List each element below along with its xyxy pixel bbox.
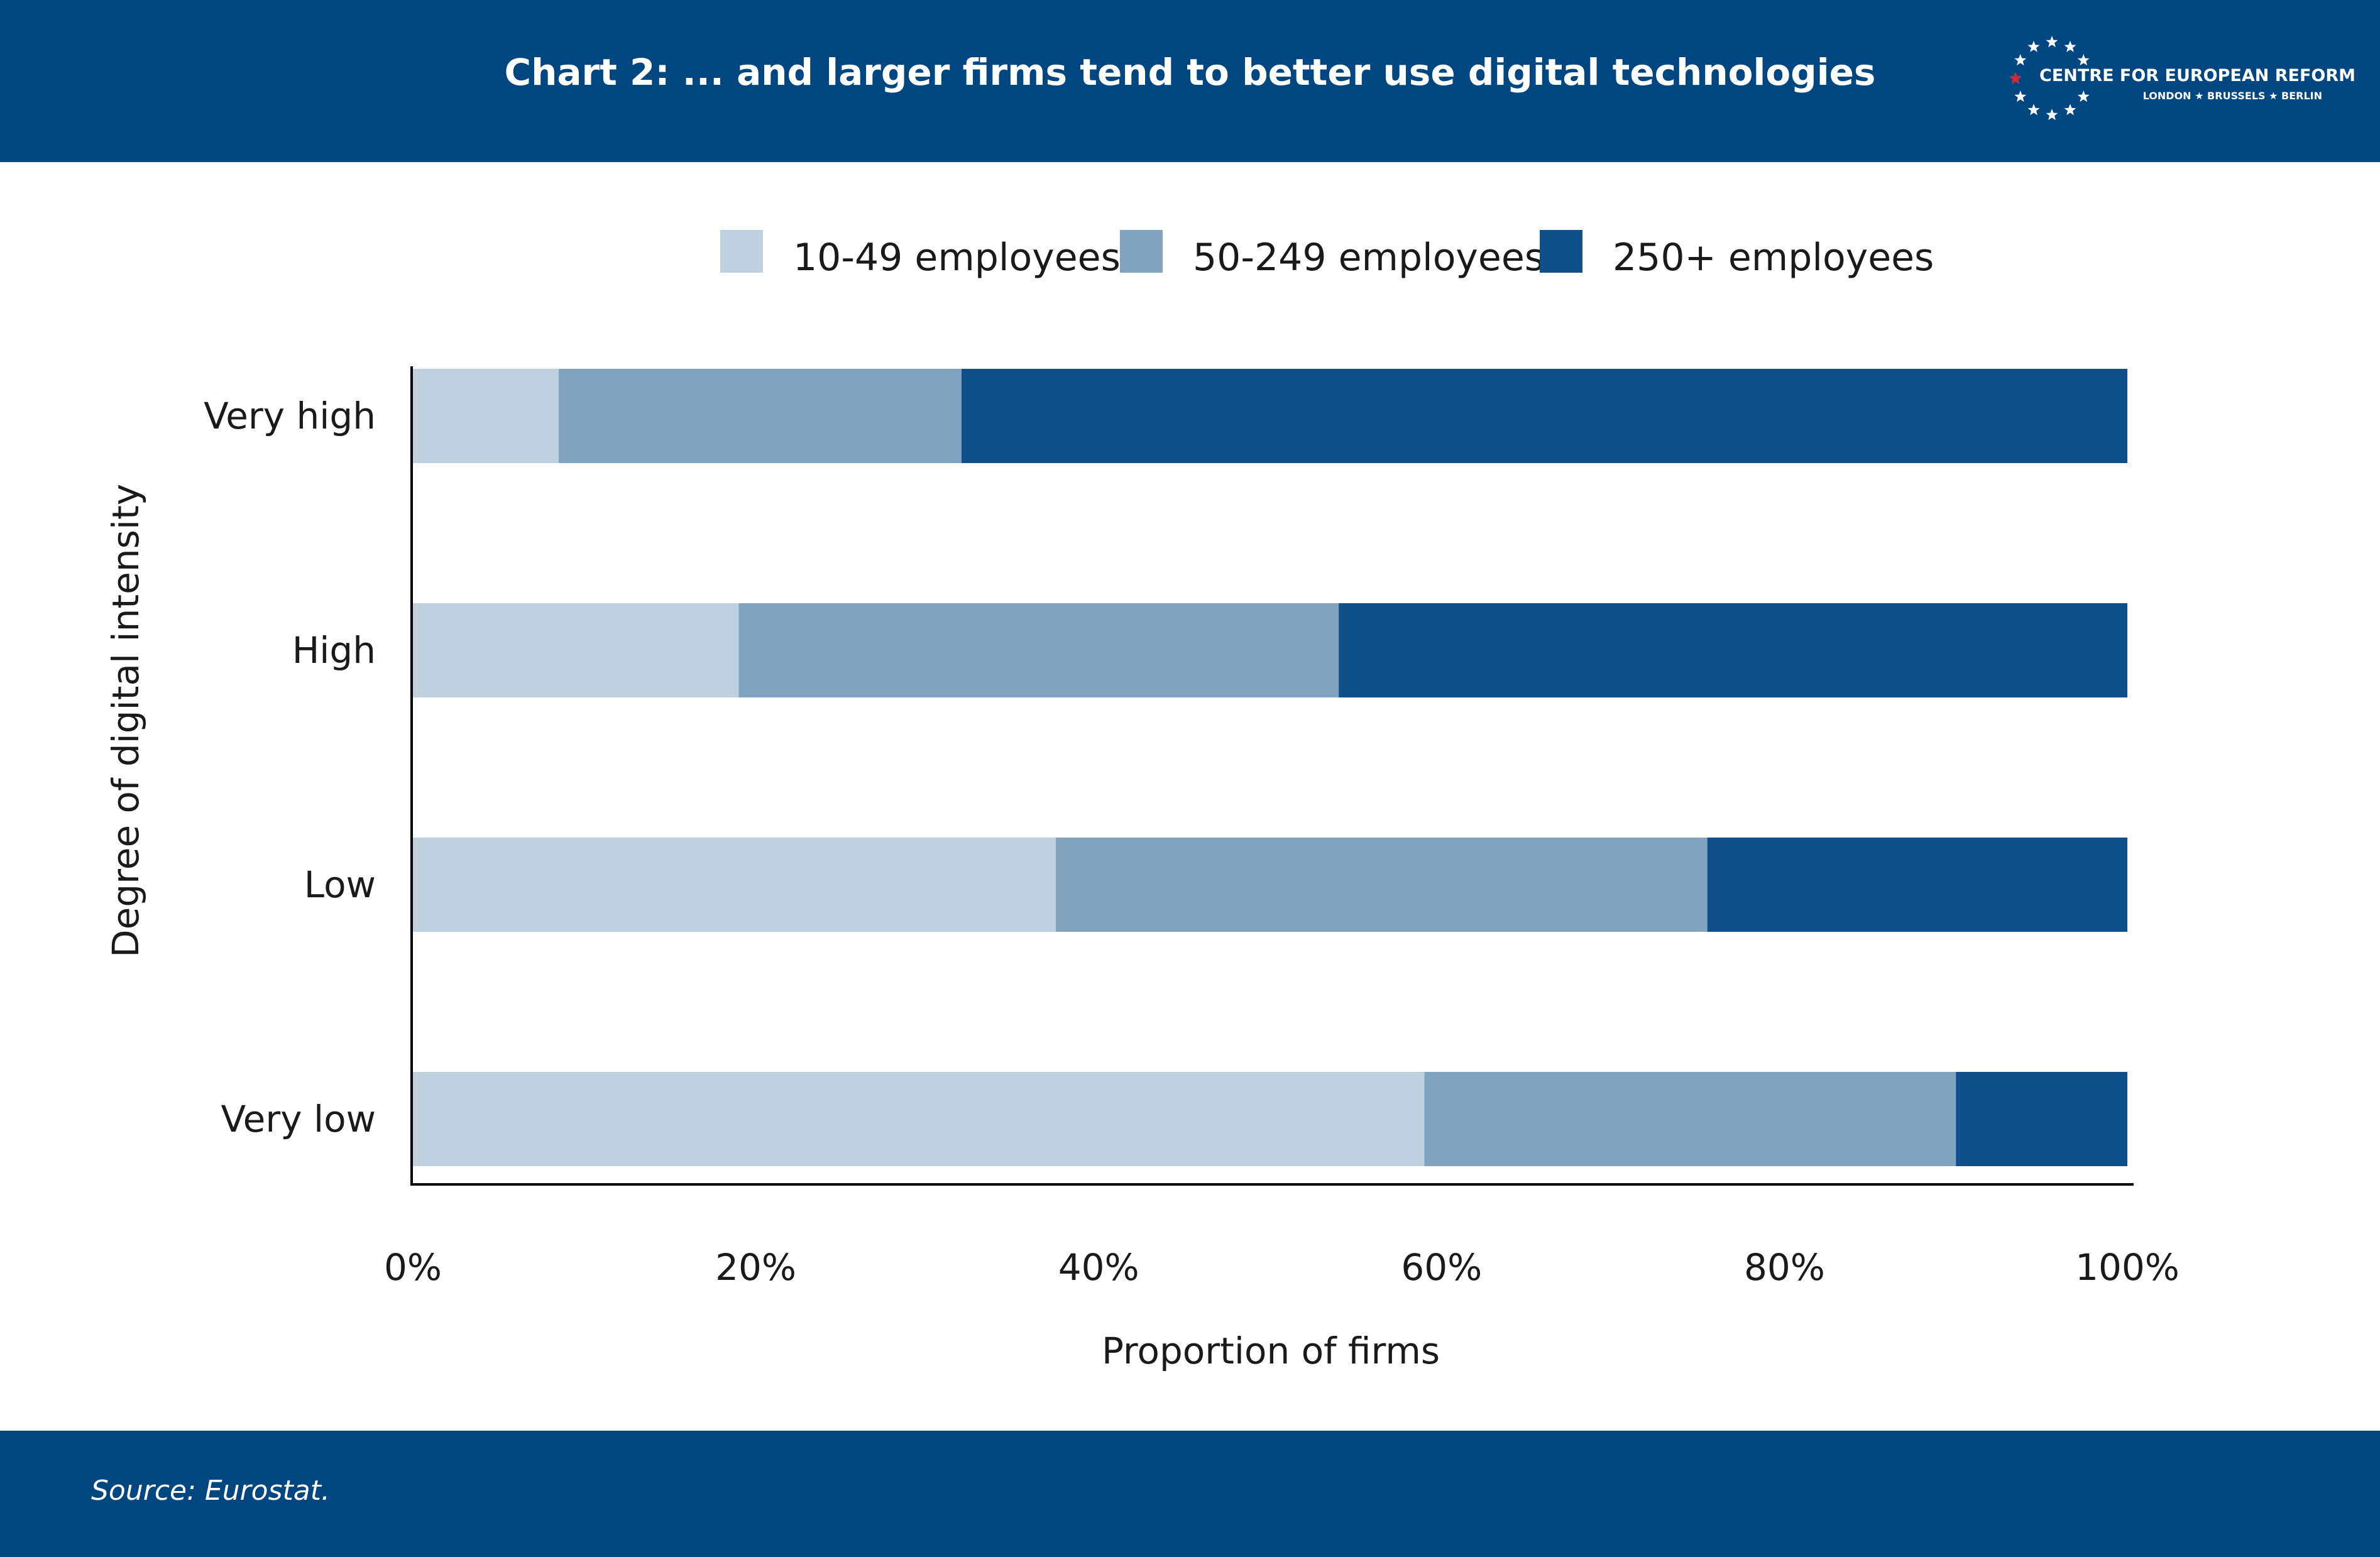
bar-very-low-series-3 [1956, 1072, 2127, 1166]
footer-banner: Source: Eurostat. [0, 1431, 2380, 1557]
x-tick-label: 80% [1744, 1246, 1825, 1289]
source-note: Source: Eurostat. [91, 1475, 330, 1507]
x-tick-label: 60% [1401, 1246, 1482, 1289]
x-tick-label: 0% [384, 1246, 442, 1289]
logo-cities: LONDON ★ BRUSSELS ★ BERLIN [2142, 90, 2322, 102]
logo-name: CENTRE FOR EUROPEAN REFORM [2039, 66, 2356, 85]
legend-swatch [1540, 230, 1582, 273]
bar-very-high-series-2 [558, 369, 962, 463]
category-label: Low [304, 863, 376, 906]
x-axis-title: Proportion of firms [1102, 1330, 1440, 1372]
x-tick-label: 100% [2075, 1246, 2180, 1289]
cer-logo: CENTRE FOR EUROPEAN REFORM LONDON ★ BRUS… [2008, 35, 2356, 129]
category-labels: Very high High Low Very low [204, 395, 376, 1140]
category-label: Very high [204, 395, 376, 437]
chart-title: Chart 2: ... and larger firms tend to be… [504, 51, 1876, 94]
bar-high-series-2 [738, 603, 1339, 697]
bars [413, 369, 2127, 1166]
bar-very-high-series-1 [413, 369, 559, 463]
bar-low-series-2 [1056, 838, 1708, 932]
legend-label: 50-249 employees [1193, 236, 1544, 280]
bar-high-series-3 [1339, 603, 2127, 697]
star-circle-icon [2009, 36, 2090, 121]
category-label: Very low [221, 1098, 376, 1140]
legend-swatch [720, 230, 763, 273]
header-banner: Chart 2: ... and larger firms tend to be… [0, 0, 2380, 162]
legend-label: 250+ employees [1613, 236, 1934, 280]
bar-very-high-series-3 [961, 369, 2127, 463]
y-axis-title: Degree of digital intensity [104, 484, 147, 958]
bar-very-low-series-1 [413, 1072, 1425, 1166]
x-tick-label: 20% [715, 1246, 796, 1289]
bar-high-series-1 [413, 603, 739, 697]
x-tick-labels: 0% 20% 40% 60% 80% 100% [384, 1246, 2180, 1289]
bar-chart: 10-49 employees 50-249 employees 250+ empl… [104, 230, 2180, 1372]
legend: 10-49 employees 50-249 employees 250+ empl… [720, 230, 1934, 280]
bar-low-series-3 [1707, 838, 2127, 932]
legend-swatch [1120, 230, 1163, 273]
bar-very-low-series-2 [1424, 1072, 1956, 1166]
bar-low-series-1 [413, 838, 1056, 932]
x-tick-label: 40% [1058, 1246, 1139, 1289]
category-label: High [292, 629, 376, 672]
legend-label: 10-49 employees [793, 236, 1121, 280]
